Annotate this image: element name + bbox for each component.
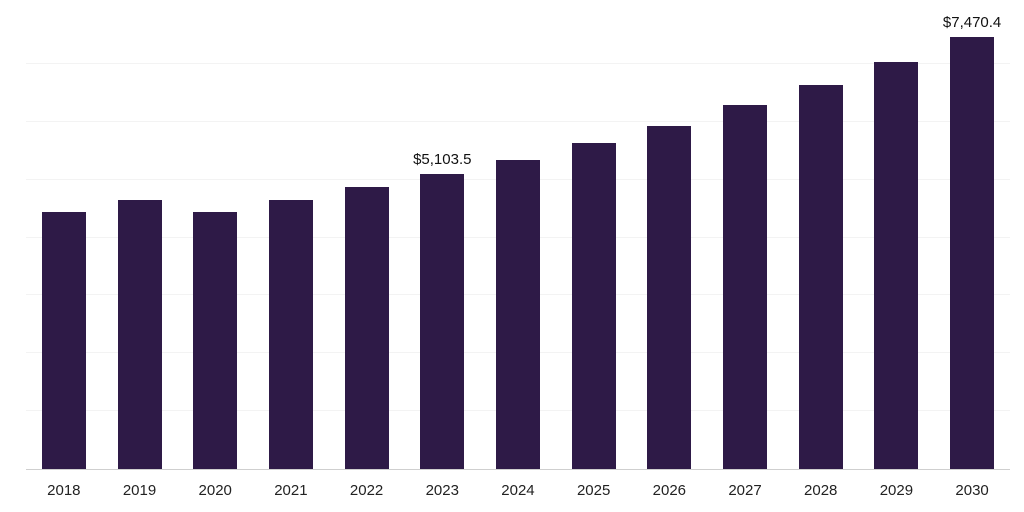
bar-slot (329, 6, 405, 469)
bar (798, 84, 843, 469)
x-tick-label: 2018 (47, 482, 81, 499)
bar (571, 143, 616, 469)
bar-slot: $5,103.5 (404, 6, 480, 469)
bar (344, 187, 389, 469)
bar-value-label: $5,103.5 (413, 150, 472, 168)
plot-area: $5,103.5 $7,470.4 (26, 6, 1010, 470)
bar-slot (102, 6, 178, 469)
x-tick-label: 2020 (198, 482, 232, 499)
bar (950, 36, 995, 469)
x-tick-label: 2019 (122, 482, 157, 499)
bar-slot (707, 6, 783, 469)
x-tick-label: 2030 (955, 482, 989, 499)
x-tick-label: 2028 (804, 482, 838, 499)
bar-slot (556, 6, 632, 469)
bar (647, 126, 692, 469)
gridline (26, 62, 1010, 64)
x-axis-labels: 2018 2019 2020 2021 2022 2023 2024 2025 2026 2027… (26, 470, 1010, 512)
bar-value-label: $7,470.4 (942, 13, 1002, 31)
bar (874, 62, 919, 469)
gridline (26, 120, 1010, 122)
bar-slot (480, 6, 556, 469)
bar (723, 104, 768, 469)
bar (420, 173, 465, 469)
x-tick-label: 2023 (425, 482, 459, 499)
bar-slot: $7,470.4 (934, 6, 1010, 469)
bar-slot (177, 6, 253, 469)
x-tick-label: 2021 (274, 482, 308, 499)
bar-slot (783, 6, 859, 469)
bar (495, 159, 540, 469)
bar-slot (253, 6, 329, 469)
x-tick-label: 2029 (879, 482, 914, 499)
x-tick-label: 2025 (576, 482, 611, 499)
bars: $5,103.5 $7,470.4 (26, 6, 1010, 469)
bar (193, 212, 238, 469)
x-tick-label: 2027 (728, 482, 762, 499)
bar-slot (632, 6, 708, 469)
bar-slot (26, 6, 102, 469)
bar (268, 199, 313, 469)
bar (41, 212, 86, 469)
x-tick-label: 2022 (349, 482, 384, 499)
x-tick-label: 2024 (501, 482, 535, 499)
bar (117, 199, 162, 469)
bar-slot (859, 6, 935, 469)
x-tick-label: 2026 (652, 482, 687, 499)
